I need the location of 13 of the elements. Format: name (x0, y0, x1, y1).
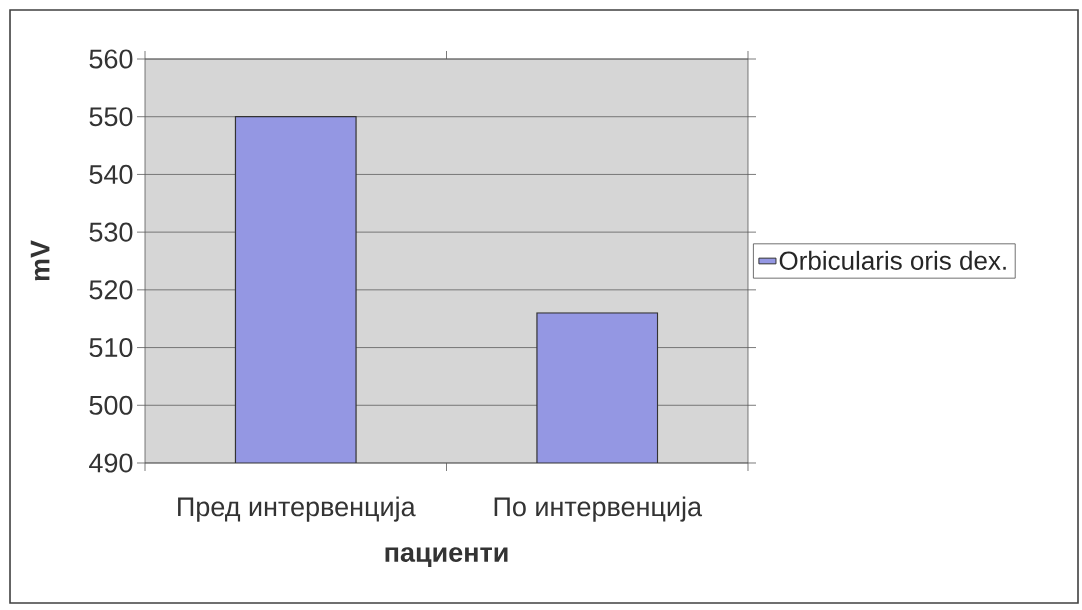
legend-label: Orbicularis oris dex. (779, 250, 1006, 270)
y-axis-title: mV (30, 240, 50, 281)
y-tick-label: 540 (89, 164, 133, 184)
y-tick-label: 520 (89, 280, 133, 300)
y-tick-label: 500 (89, 395, 133, 415)
x-tick-label: По интервенција (494, 496, 703, 522)
y-tick-label: 530 (89, 222, 133, 242)
x-axis-title: пациенти (385, 547, 508, 568)
y-tick-label: 560 (89, 49, 133, 69)
y-tick-label: 510 (89, 338, 133, 358)
y-tick-label: 490 (89, 453, 133, 473)
x-tick-label: Пред интервенција (178, 496, 416, 522)
y-tick-label: 550 (89, 107, 133, 127)
